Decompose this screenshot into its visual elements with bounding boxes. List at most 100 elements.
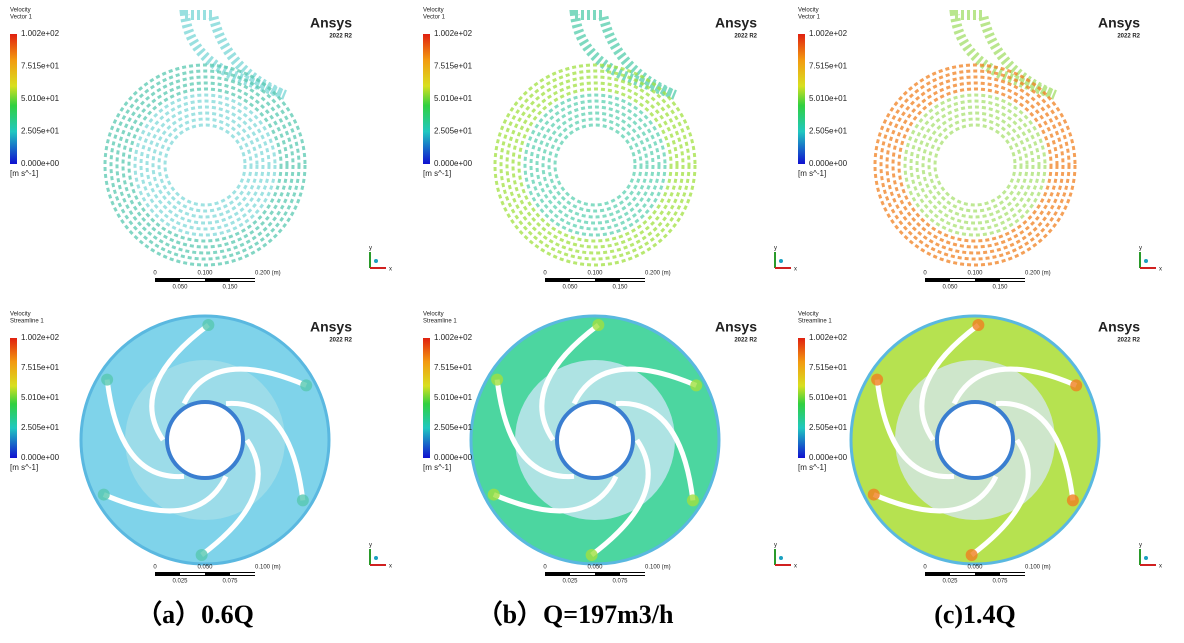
vector-ring [879,69,1071,261]
legend-title: Velocity [423,8,444,14]
colorbar-label: 5.010e+01 [434,393,473,402]
hub [562,132,628,198]
axis-label: y [369,246,372,252]
colorbar-label: 5.010e+01 [434,94,473,103]
colorbar-label: 7.515e+01 [809,363,848,372]
brand-logo: Ansys [310,319,352,335]
vector-ring [115,75,295,255]
hub [172,132,238,198]
scale-bar-gap [1000,279,1025,281]
vector-ring [103,63,307,267]
vector-ring [535,105,655,225]
scale-label: 0.200 (m) [255,271,281,277]
scale-label: 0 [923,565,927,571]
colorbar [10,338,17,458]
axis-z [1144,259,1148,263]
scale-label: 0 [543,565,547,571]
colorbar [798,34,805,164]
scale-bar-gap [1000,573,1025,575]
colorbar-label: 2.505e+01 [21,423,60,432]
colorbar-label: 1.002e+02 [809,333,848,342]
blade-tip-spot [686,494,699,507]
scale-label: 0.200 (m) [645,271,671,277]
colorbar-label: 1.002e+02 [21,333,60,342]
axis-label: x [794,564,797,570]
brand-logo: Ansys [1098,15,1140,31]
colorbar-label: 5.010e+01 [809,94,848,103]
scale-bar-gap [180,279,205,281]
blade [874,379,955,479]
blade [149,323,210,442]
scale-label: 0.100 [967,271,983,277]
vector-ring [933,123,1017,207]
colorbar [423,338,430,458]
vector-ring [517,87,673,243]
blade-tip-spot [97,488,110,501]
scale-label: 0.075 [222,579,238,585]
axis-label: y [1139,246,1142,252]
colorbar-label: 0.000e+00 [434,159,473,168]
scale-label: 0.100 [197,271,213,277]
blade-tip-spot [965,548,978,561]
blade [951,366,1078,405]
scale-label: 0.100 (m) [255,565,281,571]
blade-tip-spot [1070,379,1083,392]
scale-label: 0.025 [942,579,958,585]
scale-label: 0.075 [992,579,1008,585]
blade [970,438,1031,557]
colorbar-label: 7.515e+01 [434,363,473,372]
vector-ring [499,69,691,261]
colorbar-label: 0.000e+00 [21,159,60,168]
brand-logo: Ansys [715,319,757,335]
blade [571,366,698,405]
scale-label: 0.050 [562,285,578,291]
blade-tip-spot [1066,494,1079,507]
vector-ring [523,93,667,237]
scale-bar-gap [570,279,595,281]
blade [225,401,306,501]
axis-label: x [389,267,392,273]
colorbar [10,34,17,164]
colorbar-label: 7.515e+01 [434,62,473,71]
scale-bar-gap [950,279,975,281]
scale-label: 0.150 [222,285,238,291]
colorbar-label: 7.515e+01 [21,62,60,71]
blade [181,366,308,405]
scale-label: 0.025 [172,579,188,585]
blade [102,475,229,514]
scale-label: 0.050 [197,565,213,571]
volute-outlet [179,10,287,100]
colorbar-label: 0.000e+00 [21,453,60,462]
scale-label: 0.100 [587,271,603,277]
colorbar-label: 2.505e+01 [434,423,473,432]
blade-tip-spot [592,319,605,332]
scale-label: 0.025 [562,579,578,585]
legend-title: Velocity [10,8,31,14]
axis-z [374,259,378,263]
scale-bar-gap [180,573,205,575]
scale-label: 0.100 (m) [645,565,671,571]
axis-label: x [389,564,392,570]
blade [539,323,600,442]
colorbar-label: 1.002e+02 [434,333,473,342]
blade-tip-spot [871,373,884,386]
vector-ring [145,105,265,225]
brand-version: 2022 R2 [1117,338,1140,344]
colorbar-label: 0.000e+00 [434,453,473,462]
colorbar-unit: [m s^-1] [10,169,38,178]
scale-label: 0 [153,271,157,277]
panel-caption: （b）Q=197m3/h [477,600,674,629]
brand-version: 2022 R2 [734,34,757,40]
blade [995,401,1076,501]
blade [590,438,651,557]
vector-ring [151,111,259,219]
legend-subtitle: Streamline 1 [798,319,832,325]
colorbar-label: 2.505e+01 [809,423,848,432]
vector-ring [163,123,247,207]
brand-logo: Ansys [715,15,757,31]
colorbar-label: 7.515e+01 [21,363,60,372]
colorbar-label: 1.002e+02 [434,29,473,38]
vector-ring [529,99,661,231]
scale-label: 0.100 (m) [1025,565,1051,571]
colorbar [798,338,805,458]
